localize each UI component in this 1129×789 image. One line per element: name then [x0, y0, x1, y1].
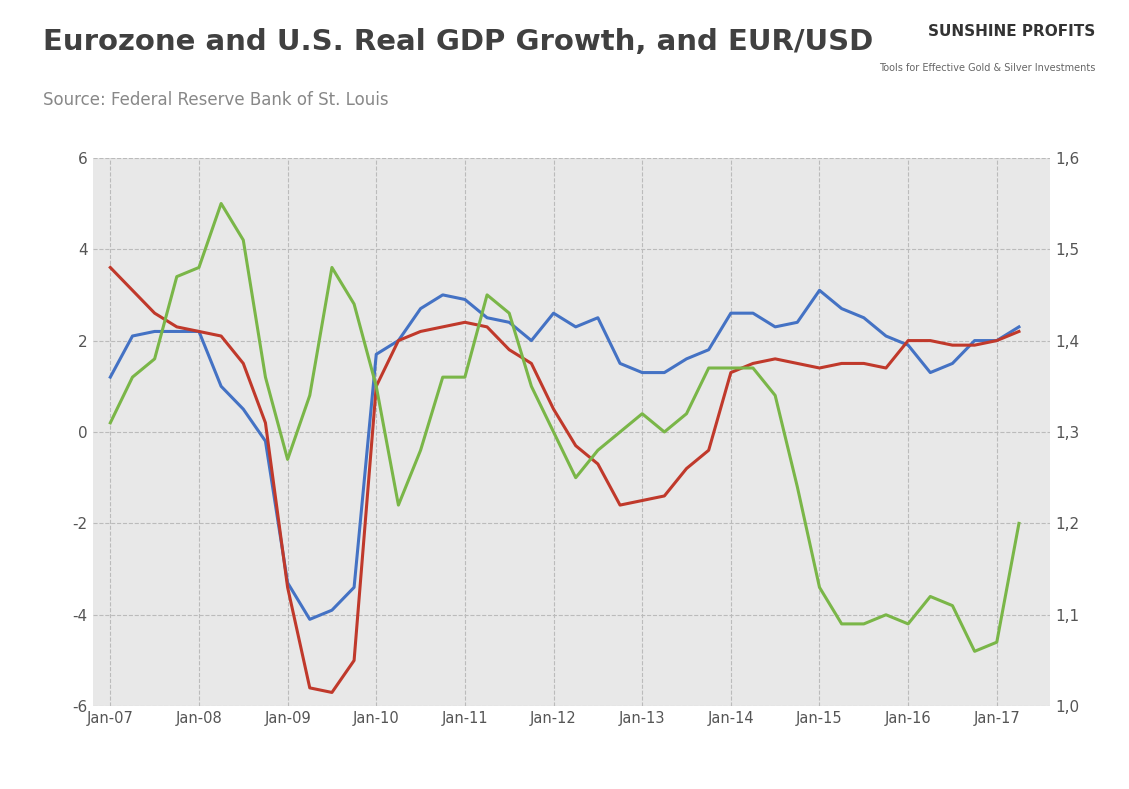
Text: Tools for Effective Gold & Silver Investments: Tools for Effective Gold & Silver Invest… [878, 63, 1095, 73]
Text: Source: Federal Reserve Bank of St. Louis: Source: Federal Reserve Bank of St. Loui… [43, 91, 388, 109]
Text: SUNSHINE PROFITS: SUNSHINE PROFITS [928, 24, 1095, 39]
Text: Eurozone and U.S. Real GDP Growth, and EUR/USD: Eurozone and U.S. Real GDP Growth, and E… [43, 28, 873, 55]
